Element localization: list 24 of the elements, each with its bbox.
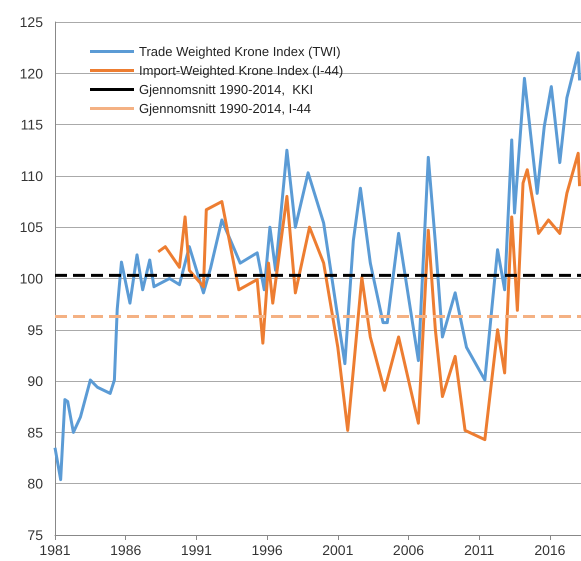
y-tick-label: 120	[20, 65, 44, 82]
y-tick-label: 115	[20, 116, 44, 133]
legend-label: Gjennomsnitt 1990-2014, I-44	[139, 101, 311, 116]
x-tick-label: 1981	[39, 542, 71, 558]
y-tick-label: 105	[20, 219, 44, 236]
x-tick-label: 1996	[252, 542, 283, 558]
line-series	[156, 152, 581, 442]
y-tick-label: 80	[27, 476, 44, 492]
y-tick-label: 95	[27, 322, 44, 338]
x-tick-label: 1986	[110, 542, 142, 558]
x-tick-label: 2001	[322, 542, 354, 558]
x-tick-label: 2006	[392, 542, 424, 558]
x-tick-label: 2016	[534, 542, 566, 558]
legend-label: Gjennomsnitt 1990-2014, KKI	[139, 82, 314, 97]
y-tick-label: 110	[20, 168, 44, 184]
x-tick-label: 2011	[464, 542, 494, 558]
y-tick-label: 90	[27, 373, 44, 390]
y-tick-label: 85	[27, 424, 44, 440]
y-tick-label: 75	[27, 527, 44, 543]
x-tick-label: 1991	[180, 542, 212, 558]
y-tick-label: 100	[20, 270, 44, 286]
legend-label: Trade Weighted Krone Index (TWI)	[139, 44, 341, 59]
legend-label: Import-Weighted Krone Index (I-44)	[139, 63, 344, 78]
y-tick-label: 125	[20, 14, 44, 30]
